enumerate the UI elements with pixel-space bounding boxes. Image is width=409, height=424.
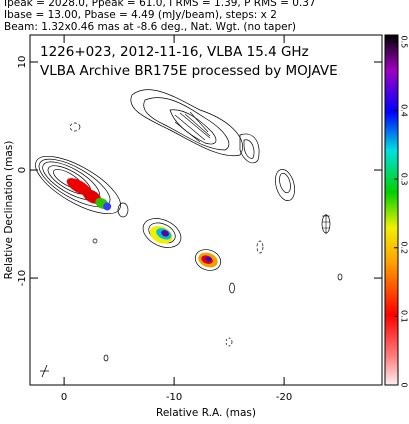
colorbar-tick-label: 0.3 — [400, 173, 409, 186]
colorbar — [384, 34, 399, 386]
core-contours — [35, 156, 121, 214]
colorbar-tick-label: 0.4 — [400, 104, 409, 117]
header-line: Beam: 1.32x0.46 mas at -8.6 deg., Nat. W… — [4, 21, 296, 33]
colorbar-tick-label: 0.2 — [400, 241, 409, 254]
annotation: 1226+023, 2012-11-16, VLBA 15.4 GHz — [40, 44, 309, 60]
y-tick-label: 10 — [17, 56, 28, 69]
x-tick-label: -10 — [166, 392, 182, 403]
y-axis-label: Relative Declination (mas) — [3, 141, 15, 280]
y-tick-label: 0 — [17, 167, 28, 173]
y-tick-label: -10 — [17, 270, 28, 286]
colorbar-tick-label: 0 — [400, 382, 409, 387]
header-line: Ipeak = 2028.0, Ppeak = 61.0, I RMS = 1.… — [4, 0, 316, 9]
header-line: Ibase = 13.00, Pbase = 4.49 (mJy/beam), … — [4, 9, 277, 21]
jet-contours — [142, 218, 182, 248]
extended-contours — [40, 89, 343, 378]
jet-contours — [194, 249, 222, 271]
plot-frame — [29, 34, 383, 386]
contour-map — [35, 89, 343, 378]
colorbar-tick-label: 0.1 — [400, 310, 409, 323]
x-axis-label: Relative R.A. (mas) — [156, 407, 256, 419]
colorbar-tick-label: 0.5 — [400, 35, 409, 48]
annotation: VLBA Archive BR175E processed by MOJAVE — [40, 63, 338, 79]
x-tick-label: 0 — [61, 392, 67, 403]
x-tick-label: -20 — [276, 392, 292, 403]
